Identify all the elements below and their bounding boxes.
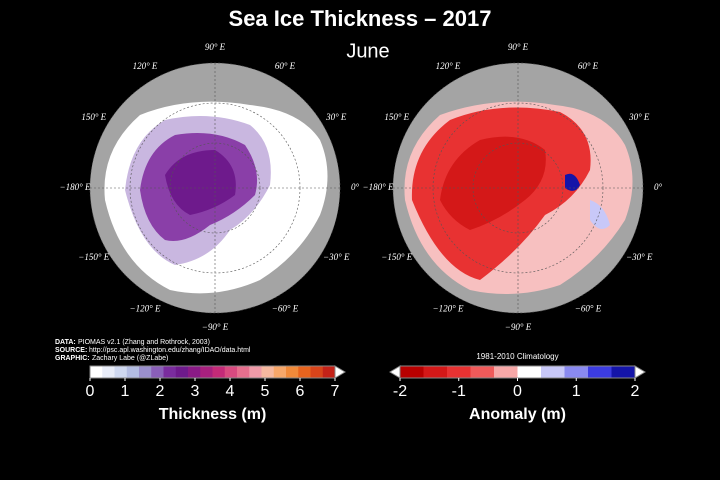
colorbar-segment: [90, 366, 103, 378]
longitude-label: −60° E: [575, 303, 602, 313]
credit-text: Zachary Labe (@ZLabe): [92, 355, 168, 362]
colorbar-tick-label: 1: [572, 383, 581, 400]
colorbar-segment: [188, 366, 201, 378]
colorbar-segment: [310, 366, 324, 378]
colorbar-tick-label: 6: [296, 383, 305, 400]
longitude-label: −150° E: [78, 252, 109, 262]
longitude-label: −180° E: [60, 182, 91, 192]
credit-text: PIOMAS v2.1 (Zhang and Rothrock, 2003): [78, 339, 210, 346]
colorbar-segment: [151, 366, 164, 378]
longitude-label: −30° E: [626, 252, 653, 262]
colorbar-segment: [273, 366, 287, 378]
colorbar-segment: [224, 366, 238, 378]
thickness-map: [89, 62, 341, 314]
colorbar-tick-label: 1: [121, 383, 130, 400]
colorbar-segment: [126, 366, 140, 378]
longitude-label: −30° E: [323, 252, 350, 262]
longitude-label: 90° E: [508, 42, 529, 52]
longitude-label: −120° E: [433, 303, 464, 313]
colorbar-segment: [237, 366, 250, 378]
longitude-label: 60° E: [275, 61, 296, 71]
colorbar-label: Anomaly (m): [469, 406, 566, 423]
colorbar-segment: [102, 366, 115, 378]
colorbar-tick-label: 4: [226, 383, 235, 400]
colorbar-segment: [261, 366, 275, 378]
longitude-label: 30° E: [628, 112, 650, 122]
colorbar-segment: [447, 366, 471, 378]
colorbar-arrow: [334, 365, 346, 379]
colorbar-tick-label: 2: [631, 383, 640, 400]
colorbar-segment: [212, 366, 226, 378]
longitude-label: −150° E: [381, 252, 412, 262]
colorbar-arrow: [634, 365, 646, 379]
anomaly-map: [392, 62, 644, 314]
colorbar-segment: [588, 366, 612, 378]
colorbar-segment: [517, 366, 542, 378]
longitude-label: 150° E: [81, 112, 106, 122]
colorbar-tick-label: 2: [156, 383, 165, 400]
colorbar-segment: [470, 366, 495, 378]
longitude-label: 120° E: [436, 61, 461, 71]
colorbar-tick-label: 3: [191, 383, 200, 400]
longitude-label: −180° E: [363, 182, 394, 192]
longitude-label: 0°: [654, 182, 663, 192]
colorbar-tick-label: -2: [393, 383, 407, 400]
longitude-label: −120° E: [130, 303, 161, 313]
colorbar-arrow: [389, 365, 401, 379]
colorbar-tick-label: 0: [513, 383, 522, 400]
colorbar-segment: [298, 366, 311, 378]
colorbar-segment: [423, 366, 448, 378]
credit-label: DATA:: [55, 339, 76, 346]
longitude-label: 150° E: [384, 112, 409, 122]
credit-label: SOURCE:: [55, 347, 87, 354]
colorbar-segment: [400, 366, 424, 378]
colorbar-segment: [249, 366, 262, 378]
longitude-label: −90° E: [505, 322, 532, 332]
colorbar-segment: [114, 366, 128, 378]
longitude-label: −60° E: [272, 303, 299, 313]
colorbar-note: 1981-2010 Climatology: [476, 352, 558, 361]
title: Sea Ice Thickness – 2017: [229, 6, 492, 31]
colorbar-segment: [611, 366, 636, 378]
colorbar-segment: [139, 366, 152, 378]
colorbar-segment: [564, 366, 589, 378]
credit-text: http://psc.apl.washington.edu/zhang/IDAO…: [89, 347, 251, 354]
colorbar-segment: [200, 366, 213, 378]
colorbar-segment: [322, 366, 336, 378]
colorbar-tick-label: 5: [261, 383, 270, 400]
colorbar-segment: [286, 366, 299, 378]
colorbar-segment: [163, 366, 177, 378]
longitude-label: −90° E: [202, 322, 229, 332]
colorbar-tick-label: -1: [452, 383, 466, 400]
longitude-label: 30° E: [325, 112, 347, 122]
longitude-label: 60° E: [578, 61, 599, 71]
colorbar-segment: [175, 366, 189, 378]
subtitle: June: [346, 40, 389, 62]
colorbar-tick-label: 7: [331, 383, 340, 400]
longitude-label: 90° E: [205, 42, 226, 52]
longitude-label: 120° E: [133, 61, 158, 71]
colorbar-label: Thickness (m): [159, 406, 267, 423]
colorbar-frame: [89, 365, 336, 379]
colorbar-segment: [494, 366, 518, 378]
colorbar-segment: [541, 366, 565, 378]
credit-label: GRAPHIC:: [55, 355, 90, 362]
longitude-label: 0°: [351, 182, 360, 192]
colorbar-tick-label: 0: [86, 383, 95, 400]
